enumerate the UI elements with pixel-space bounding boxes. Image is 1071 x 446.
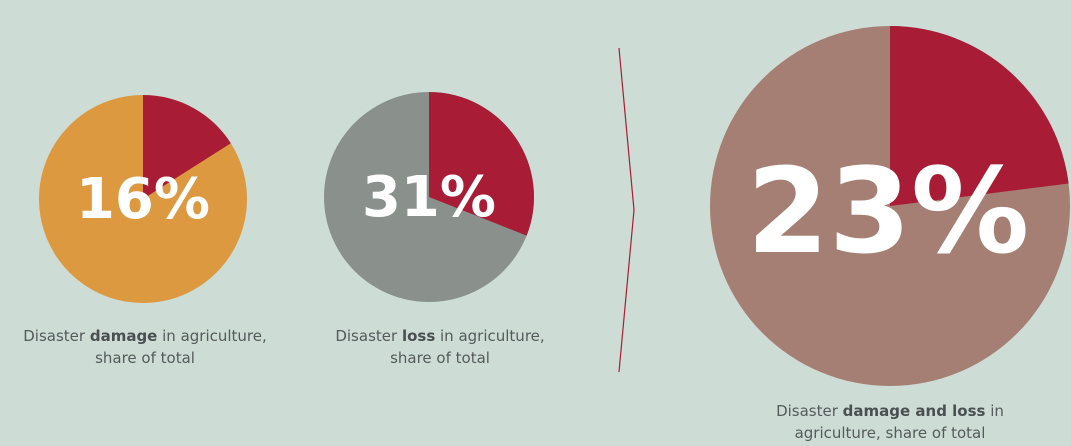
caption-loss-bold: loss: [402, 327, 435, 345]
caption-damage: Disaster damage in agriculture, share of…: [0, 325, 290, 369]
caption-loss: Disaster loss in agriculture, share of t…: [290, 325, 590, 369]
pie-loss: 31%: [324, 92, 534, 302]
caption-combined-line2: agriculture, share of total: [795, 424, 986, 442]
divider-chevron: [619, 48, 634, 372]
caption-damage-line2: share of total: [95, 349, 195, 367]
pie-combined-label: 23%: [747, 142, 1029, 280]
caption-combined-after: in: [985, 402, 1003, 420]
pie-damage: 16%: [39, 95, 247, 303]
caption-combined-before: Disaster: [776, 402, 843, 420]
caption-damage-before: Disaster: [23, 327, 90, 345]
caption-loss-after: in agriculture,: [435, 327, 544, 345]
caption-combined: Disaster damage and loss in agriculture,…: [740, 400, 1040, 444]
caption-combined-bold: damage and loss: [843, 402, 986, 420]
caption-loss-line2: share of total: [390, 349, 490, 367]
pie-combined: 23%: [710, 26, 1070, 386]
pie-loss-label: 31%: [362, 165, 496, 230]
caption-damage-bold: damage: [90, 327, 158, 345]
pie-damage-label: 16%: [76, 167, 210, 232]
caption-damage-after: in agriculture,: [157, 327, 266, 345]
caption-loss-before: Disaster: [335, 327, 402, 345]
